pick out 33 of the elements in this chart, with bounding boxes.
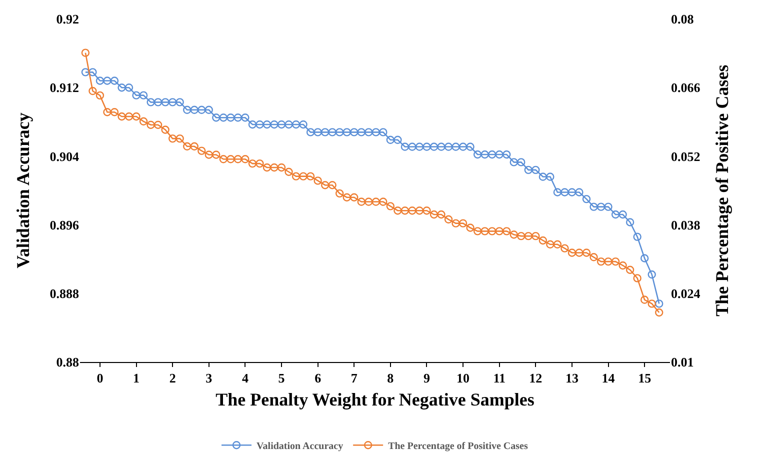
legend-label: The Percentage of Positive Cases: [388, 441, 528, 452]
x-tick-label: 9: [423, 370, 430, 386]
y-tick-label: 0.904: [50, 148, 80, 164]
y2-tick-label: 0.08: [671, 12, 694, 27]
x-tick-label: 1: [133, 370, 140, 386]
x-tick-label: 10: [456, 370, 470, 386]
x-tick-label: 0: [96, 370, 104, 386]
y2-tick-label: 0.024: [671, 286, 701, 301]
x-tick-label: 8: [387, 370, 394, 386]
y-tick-label: 0.896: [50, 217, 80, 232]
x-tick-label: 12: [529, 370, 542, 386]
x-tick-label: 6: [314, 370, 322, 386]
y2-tick-label: 0.052: [671, 148, 700, 164]
x-tick-label: 5: [278, 370, 286, 386]
y2-tick-label: 0.038: [671, 217, 701, 232]
y2-tick-label: 0.066: [671, 80, 701, 96]
legend-label: Validation Accuracy: [256, 441, 344, 452]
x-axis-title: The Penalty Weight for Negative Samples: [216, 390, 534, 410]
y-axis-title: Validation Accuracy: [12, 112, 33, 268]
y-tick-label: 0.92: [56, 12, 79, 27]
y-tick-label: 0.888: [50, 286, 80, 301]
x-tick-label: 15: [638, 370, 652, 386]
x-tick-label: 3: [206, 370, 213, 386]
x-tick-label: 4: [242, 370, 249, 386]
x-tick-label: 11: [493, 370, 506, 386]
x-tick-label: 14: [602, 370, 616, 386]
y2-tick-label: 0.01: [671, 354, 694, 370]
x-tick-label: 13: [565, 370, 579, 386]
x-tick-label: 7: [350, 370, 358, 386]
y-tick-label: 0.912: [50, 80, 79, 96]
y2-axis-title: The Percentage of Positive Cases: [712, 64, 732, 316]
x-tick-label: 2: [169, 370, 176, 386]
y-tick-label: 0.88: [56, 354, 80, 370]
